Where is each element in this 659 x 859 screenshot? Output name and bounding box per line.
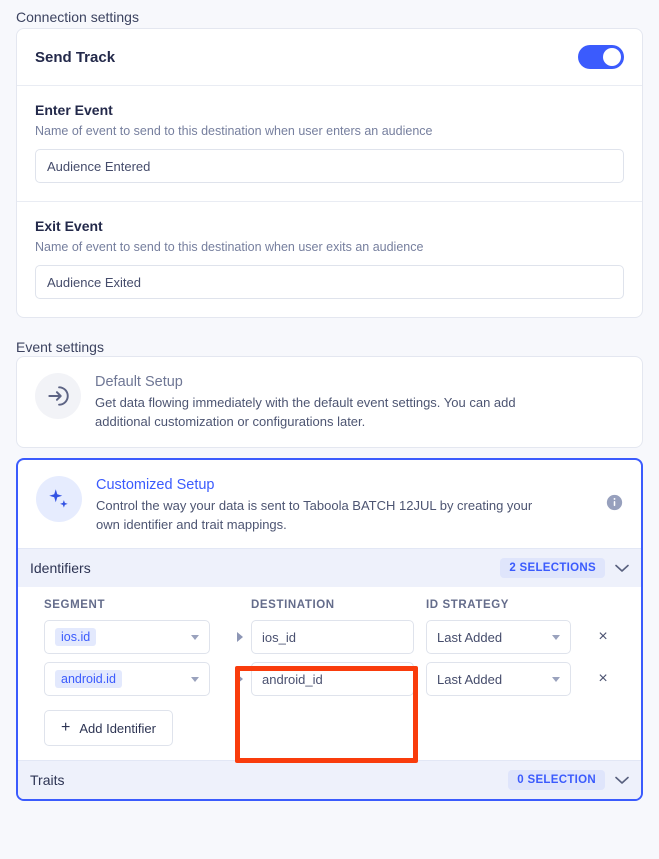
chevron-down-icon — [552, 634, 560, 640]
enter-event-input[interactable] — [35, 149, 624, 183]
exit-event-help: Name of event to send to this destinatio… — [35, 240, 424, 254]
customized-setup-description: Control the way your data is sent to Tab… — [96, 498, 533, 532]
chevron-down-icon — [191, 676, 199, 682]
chevron-down-icon[interactable] — [615, 562, 629, 575]
enter-event-label: Enter Event — [35, 102, 113, 118]
destination-input-1[interactable] — [251, 662, 414, 696]
destination-input-0[interactable] — [251, 620, 414, 654]
event-settings-title: Event settings — [16, 339, 104, 355]
mapping-arrow-icon — [229, 632, 251, 642]
send-track-row: Send Track — [17, 29, 642, 86]
id-strategy-select-0[interactable]: Last Added — [426, 620, 571, 654]
plus-icon: + — [61, 719, 71, 736]
id-strategy-value-1: Last Added — [437, 671, 503, 687]
enter-event-help: Name of event to send to this destinatio… — [35, 124, 433, 138]
connection-settings-title: Connection settings — [16, 9, 139, 25]
customized-setup-text: Customized Setup Control the way your da… — [96, 476, 592, 534]
default-setup-text: Default Setup Get data flowing immediate… — [95, 373, 624, 431]
identifiers-column-headers: SEGMENT DESTINATION ID STRATEGY — [44, 599, 629, 611]
connection-settings-card: Send Track Enter Event Name of event to … — [16, 28, 643, 318]
remove-identifier-1[interactable]: × — [598, 670, 608, 687]
default-setup-title: Default Setup — [95, 374, 183, 390]
enter-event-block: Enter Event Name of event to send to thi… — [17, 86, 642, 201]
traits-header-right: 0 SELECTION — [508, 770, 629, 790]
identifiers-count-badge: 2 SELECTIONS — [500, 558, 605, 578]
traits-header[interactable]: Traits 0 SELECTION — [18, 760, 641, 799]
exit-event-input[interactable] — [35, 265, 624, 299]
identifiers-body: SEGMENT DESTINATION ID STRATEGY ios.id — [18, 587, 641, 760]
mapping-panel: Identifiers 2 SELECTIONS SEGMENT DESTINA… — [16, 548, 643, 801]
segment-value-0: ios.id — [55, 628, 97, 646]
column-header-id-strategy: ID STRATEGY — [426, 599, 510, 611]
chevron-down-icon[interactable] — [615, 774, 629, 787]
table-row: ios.id Last Added × — [44, 620, 629, 654]
exit-event-label: Exit Event — [35, 218, 103, 234]
login-arrow-icon — [35, 373, 81, 419]
customized-setup-title: Customized Setup — [96, 477, 215, 493]
add-identifier-label: Add Identifier — [79, 720, 156, 736]
segment-value-1: android.id — [55, 670, 122, 688]
default-setup-description: Get data flowing immediately with the de… — [95, 395, 516, 429]
segment-select-1[interactable]: android.id — [44, 662, 210, 696]
default-setup-card[interactable]: Default Setup Get data flowing immediate… — [16, 356, 643, 448]
remove-identifier-0[interactable]: × — [598, 628, 608, 645]
chevron-down-icon — [191, 634, 199, 640]
add-identifier-button[interactable]: + Add Identifier — [44, 710, 173, 746]
send-track-label: Send Track — [35, 48, 116, 66]
identifiers-header[interactable]: Identifiers 2 SELECTIONS — [18, 548, 641, 587]
exit-event-block: Exit Event Name of event to send to this… — [17, 201, 642, 317]
traits-title: Traits — [30, 772, 65, 788]
column-header-segment: SEGMENT — [44, 599, 106, 611]
chevron-down-icon — [552, 676, 560, 682]
mapping-arrow-icon — [229, 674, 251, 684]
identifiers-title: Identifiers — [30, 560, 91, 576]
id-strategy-value-0: Last Added — [437, 629, 503, 645]
send-track-toggle[interactable] — [578, 45, 624, 69]
table-row: android.id Last Added × — [44, 662, 629, 696]
segment-select-0[interactable]: ios.id — [44, 620, 210, 654]
info-icon[interactable] — [606, 494, 623, 516]
sparkles-icon — [36, 476, 82, 522]
column-header-destination: DESTINATION — [251, 599, 335, 611]
customized-setup-card[interactable]: Customized Setup Control the way your da… — [16, 458, 643, 548]
toggle-knob — [603, 48, 621, 66]
id-strategy-select-1[interactable]: Last Added — [426, 662, 571, 696]
traits-count-badge: 0 SELECTION — [508, 770, 605, 790]
identifiers-header-right: 2 SELECTIONS — [500, 558, 629, 578]
